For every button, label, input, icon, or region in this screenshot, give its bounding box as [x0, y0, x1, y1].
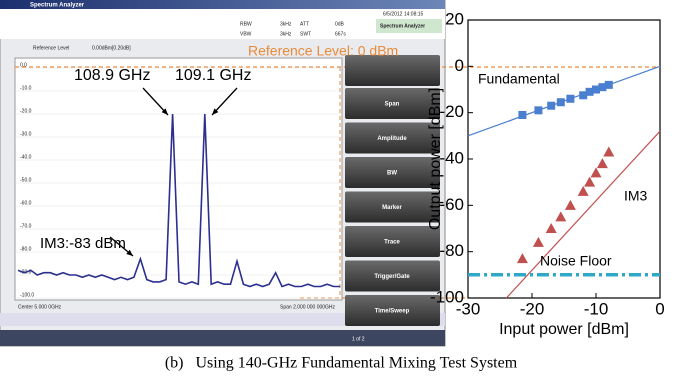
- marker: [518, 111, 526, 119]
- marker: [517, 253, 528, 263]
- series-label: IM3: [624, 188, 648, 204]
- reference-value: 0.00dBm[0.20dB]: [92, 45, 131, 51]
- y-tick-label: -80.0: [20, 246, 32, 252]
- status-bar: [0, 330, 445, 346]
- softkey: [345, 55, 440, 86]
- y-axis-title: Output power [dBm]: [427, 88, 444, 230]
- span: Span 2.000 000 000GHz: [280, 304, 336, 310]
- marker: [566, 95, 574, 103]
- marker: [597, 158, 608, 168]
- marker: [578, 186, 589, 196]
- y-tick-label: 20: [445, 9, 464, 28]
- param: ATT: [300, 21, 309, 27]
- marker: [547, 102, 555, 110]
- marker: [555, 211, 566, 221]
- x-tick-label: -30: [456, 299, 481, 318]
- reference-label: Reference Level: [33, 45, 69, 51]
- marker: [546, 223, 557, 233]
- marker: [533, 237, 544, 247]
- y-tick-label: -50.0: [20, 177, 32, 183]
- datetime: 6/5/2012 14:08:15: [383, 11, 424, 17]
- figure: Spectrum Analyzer 6/5/2012 14:08:15 Spectr…: [0, 0, 682, 376]
- annotation: 109.1 GHz: [175, 67, 251, 84]
- page: 1 of 2: [352, 336, 365, 342]
- y-tick-label: -100.0: [20, 292, 34, 298]
- x-tick-label: -20: [520, 299, 545, 318]
- x-tick-label: -10: [584, 299, 609, 318]
- y-tick-label: -70.0: [20, 223, 32, 229]
- annotation: IM3:-83 dBm: [40, 235, 126, 252]
- x-tick-label: 0: [655, 299, 664, 318]
- annotation: Reference Level: 0 dBm: [248, 43, 398, 59]
- softkey-label: Amplitude: [377, 136, 407, 142]
- param: 3kHz: [280, 31, 292, 37]
- param: 0dB: [335, 21, 345, 27]
- softkey-label: Marker: [382, 205, 402, 211]
- y-tick-label: -10.0: [20, 85, 32, 91]
- y-tick-label: -40.0: [20, 154, 32, 160]
- softkey-label: Trace: [384, 240, 400, 246]
- softkey-label: BW: [387, 171, 397, 177]
- softkey-label: Time/Sweep: [375, 309, 410, 315]
- fit-line: [506, 131, 660, 298]
- marker: [534, 106, 542, 114]
- window-title: Spectrum Analyzer: [30, 3, 85, 9]
- marker: [565, 200, 576, 210]
- y-tick-label: -80: [439, 241, 464, 260]
- y-tick-label: -30.0: [20, 131, 32, 137]
- marker: [584, 177, 595, 187]
- param: 3kHz: [280, 21, 292, 27]
- param: SWT: [300, 31, 311, 37]
- series-label: Fundamental: [478, 71, 560, 87]
- param: RBW: [240, 21, 252, 27]
- y-tick-label: 0: [455, 56, 464, 75]
- softkey-label: Span: [385, 102, 400, 108]
- caption: (b) Using 140-GHz Fundamental Mixing Tes…: [165, 355, 518, 372]
- marker: [605, 81, 613, 89]
- param: 667s: [335, 31, 346, 37]
- param: VBW: [240, 31, 252, 37]
- mode: Spectrum Analyzer: [380, 23, 425, 29]
- x-axis-title: Input power [dBm]: [499, 321, 629, 338]
- softkey-label: Trigger/Gate: [374, 274, 410, 280]
- y-tick-label: 0.0: [20, 62, 27, 68]
- y-tick-label: -60.0: [20, 200, 32, 206]
- y-tick-label: -20.0: [20, 108, 32, 114]
- marker: [603, 147, 614, 157]
- marker: [591, 167, 602, 177]
- series-label: Noise Floor: [540, 253, 612, 269]
- marker: [557, 98, 565, 106]
- center-freq: Center 5.000 0GHz: [18, 304, 62, 310]
- annotation: 108.9 GHz: [74, 67, 150, 84]
